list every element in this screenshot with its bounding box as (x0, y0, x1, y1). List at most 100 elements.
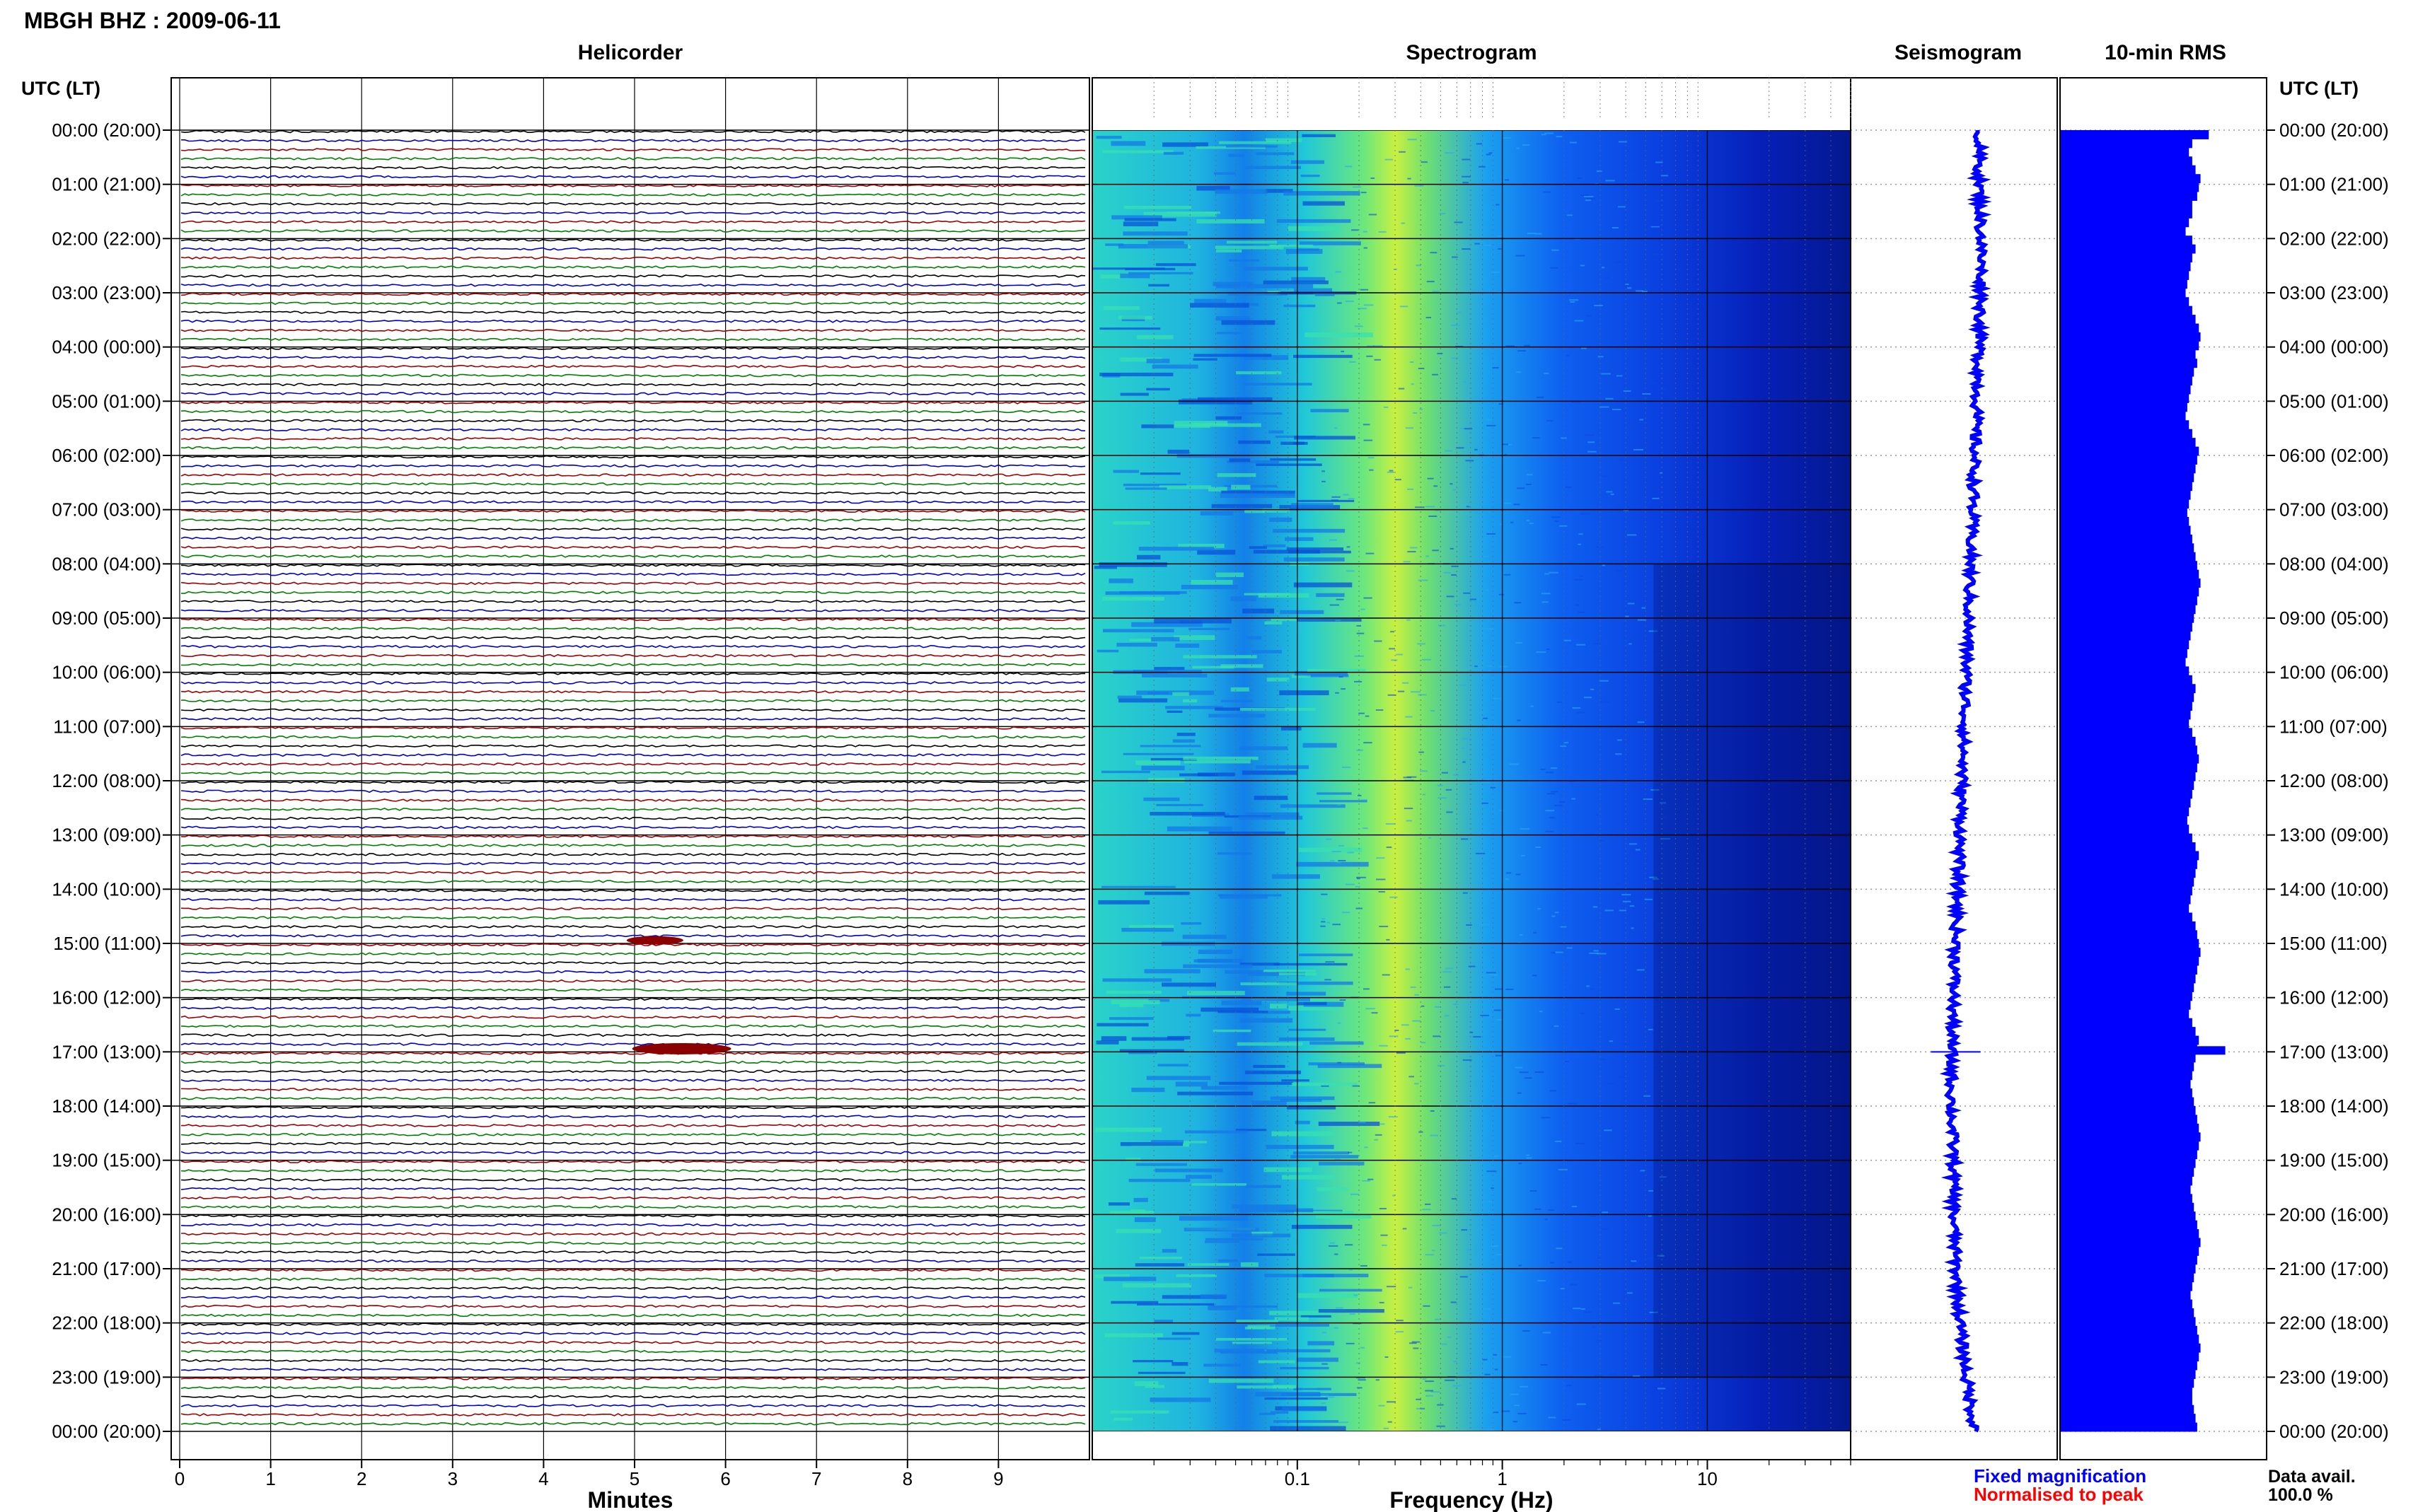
hour-grid (163, 78, 2275, 1460)
spectrogram-streak (1231, 484, 1251, 490)
spectrogram-streak (1200, 1294, 1227, 1298)
rms-bar (2060, 763, 2197, 773)
spectrogram-speckle (1597, 1257, 1601, 1259)
helicorder-trace (180, 319, 1086, 323)
helicorder-trace (180, 1223, 1086, 1227)
spectrogram-speckle (1367, 1178, 1374, 1180)
spectrogram-streak (1293, 582, 1353, 588)
spectrogram-speckle (1427, 477, 1434, 479)
helicorder-trace (180, 816, 1086, 820)
spectrogram-streak (1124, 218, 1176, 221)
spectrogram-speckle (1560, 926, 1567, 928)
spectrogram-speckle (1590, 688, 1595, 690)
spectrogram-streak (1163, 151, 1184, 155)
spectrogram-speckle (1554, 805, 1563, 807)
spectrogram-streak (1246, 1185, 1281, 1188)
spectrogram-speckle (1568, 1261, 1572, 1263)
spectrogram-speckle (1643, 501, 1647, 504)
rms-bar (2060, 1185, 2191, 1194)
spectrogram-streak (1186, 1013, 1201, 1017)
spectrogram-speckle (1472, 922, 1479, 924)
spectrogram-streak (1318, 1122, 1380, 1127)
rms-bar (2060, 1264, 2196, 1274)
helicorder-panel (180, 129, 1086, 1426)
spectrogram-streak (1151, 636, 1180, 641)
rms-bar (2060, 156, 2192, 166)
rms-bar (2060, 965, 2197, 975)
helicorder-trace (180, 897, 1086, 902)
helicorder-trace (180, 907, 1086, 911)
spectrogram-speckle (1568, 299, 1579, 301)
spectrogram-speckle (1363, 231, 1367, 233)
spectrogram-speckle (1550, 267, 1558, 269)
helicorder-trace (180, 979, 1086, 983)
spectrogram-speckle (1379, 1208, 1387, 1210)
spectrogram-streak (1137, 1303, 1215, 1305)
spectrogram-speckle (1462, 892, 1468, 894)
spectrogram-speckle (1360, 289, 1369, 291)
spectrogram-speckle (1515, 641, 1522, 644)
spectrogram-streak (1151, 1140, 1184, 1144)
spectrogram-speckle (1626, 1292, 1633, 1294)
rms-bar (2060, 877, 2194, 887)
spectrogram-streak (1183, 964, 1252, 968)
spectrogram-speckle (1529, 1190, 1537, 1192)
spectrogram-speckle (1358, 1379, 1366, 1381)
helicorder-header: Helicorder (578, 41, 683, 64)
spectrogram-speckle (1660, 1176, 1667, 1178)
spectrogram-streak (1273, 1420, 1339, 1423)
spectrogram-speckle (1629, 905, 1634, 907)
spectrogram-speckle (1346, 1342, 1355, 1344)
rms-bar (2060, 1317, 2196, 1327)
spectrogram-streak (1225, 145, 1278, 148)
spectrogram-speckle (1428, 837, 1432, 839)
rms-bar (2060, 349, 2196, 359)
spectrogram-speckle (1486, 972, 1496, 974)
spectrogram-streak (1184, 1130, 1247, 1134)
rms-bar (2060, 736, 2196, 746)
spectrogram-speckle (1604, 1129, 1612, 1132)
spectrogram-speckle (1406, 776, 1417, 778)
spectrogram-speckle (1605, 180, 1615, 182)
helicorder-trace (180, 672, 1086, 676)
spectrogram-speckle (1360, 192, 1367, 194)
spectrogram-streak (1137, 335, 1174, 339)
spectrogram-speckle (1546, 419, 1554, 421)
spectrogram-speckle (1435, 1006, 1441, 1008)
rms-bar (2060, 182, 2199, 192)
rms-frame (2059, 77, 2267, 1460)
spectrogram-speckle (1651, 870, 1659, 872)
spectrogram-speckle (1505, 872, 1512, 874)
spectrogram-speckle (1462, 1059, 1472, 1062)
spectrogram-streak (1116, 642, 1157, 647)
spectrogram-speckle (1404, 779, 1414, 781)
spectrogram-speckle (1418, 579, 1428, 581)
spectrogram-speckle (1648, 1215, 1652, 1217)
spectrogram-speckle (1585, 434, 1595, 436)
helicorder-trace (180, 1024, 1086, 1028)
spectrogram-speckle (1659, 1315, 1667, 1317)
spectrogram-streak (1123, 483, 1187, 487)
spectrogram-speckle (1417, 643, 1425, 645)
time-label-left: 23:00 (19:00) (52, 1366, 161, 1388)
spectrogram-speckle (1539, 1011, 1543, 1013)
rms-bar (2060, 1000, 2191, 1010)
helicorder-trace (180, 1296, 1086, 1299)
spectrogram-speckle (1374, 359, 1381, 361)
spectrogram-speckle (1570, 301, 1575, 303)
spectrogram-speckle (1425, 1254, 1434, 1256)
spectrogram-speckle (1583, 1311, 1592, 1313)
spectrogram-streak (1095, 1127, 1162, 1132)
helicorder-trace (180, 1286, 1086, 1290)
spectrogram-speckle (1505, 989, 1514, 991)
spectrogram-streak (1111, 1301, 1159, 1304)
rms-bar (2060, 631, 2191, 641)
spectrogram-streak (1271, 874, 1320, 879)
spectrogram-streak (1280, 1392, 1357, 1396)
spectrogram-speckle (1406, 820, 1412, 822)
spectrogram-streak (1102, 597, 1164, 601)
spectrogram-streak (1279, 690, 1329, 696)
spectrogram-speckle (1643, 798, 1653, 801)
spectrogram-speckle (1474, 448, 1478, 450)
helicorder-trace (180, 762, 1086, 766)
